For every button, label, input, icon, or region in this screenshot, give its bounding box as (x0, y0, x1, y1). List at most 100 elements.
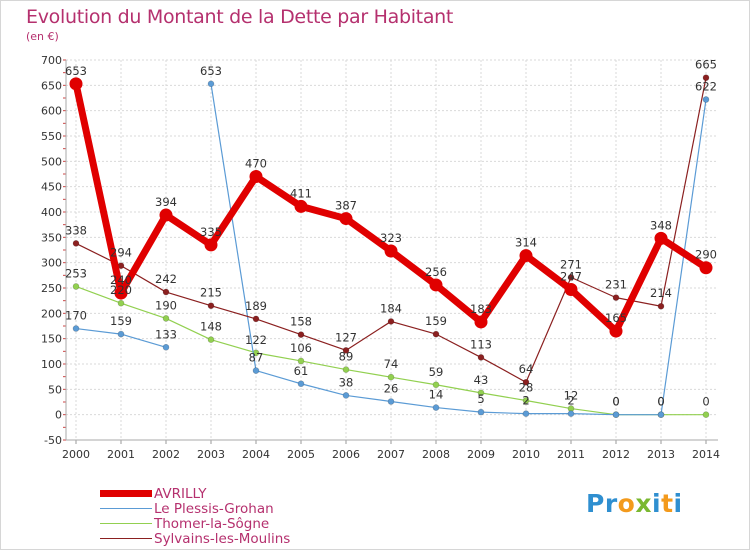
logo-letter: x (635, 489, 652, 518)
y-tick-label: 150 (41, 333, 62, 346)
data-label-thomer-la-s-gne: 190 (155, 298, 177, 312)
data-point-avrilly (114, 286, 128, 300)
data-point-avrilly (564, 283, 578, 297)
data-label-avrilly: 653 (65, 64, 87, 78)
y-tick-label: 0 (55, 409, 62, 422)
logo-letter: i (652, 489, 662, 518)
data-point-avrilly (384, 244, 398, 258)
data-label-thomer-la-s-gne: 0 (702, 395, 709, 409)
data-label-thomer-la-s-gne: 106 (290, 341, 312, 355)
data-label-sylvains-les-moulins: 113 (470, 337, 492, 351)
data-point-sylvains-les-moulins (657, 302, 665, 310)
data-point-thomer-la-s-gne (387, 373, 395, 381)
data-label-le-plessis-grohan: 26 (384, 381, 399, 395)
y-tick-label: 500 (41, 155, 62, 168)
data-point-sylvains-les-moulins (612, 294, 620, 301)
x-tick-label: 2013 (647, 448, 675, 461)
data-label-avrilly: 323 (380, 231, 402, 245)
y-tick-label: 300 (41, 257, 62, 270)
x-tick-label: 2003 (197, 448, 225, 461)
data-label-thomer-la-s-gne: 12 (564, 389, 579, 403)
legend-label-sylvains-les-moulins: Sylvains-les-Moulins (154, 531, 291, 547)
data-label-avrilly: 470 (245, 157, 267, 171)
data-point-avrilly (609, 324, 623, 338)
data-label-sylvains-les-moulins: 189 (245, 299, 267, 313)
data-label-avrilly: 411 (290, 186, 312, 200)
x-tick-label: 2006 (332, 448, 360, 461)
legend-label-thomer-la-sogne: Thomer-la-Sôgne (154, 516, 270, 532)
x-tick-label: 2014 (692, 448, 720, 461)
data-label-avrilly: 348 (650, 218, 672, 232)
data-point-thomer-la-s-gne (297, 357, 305, 365)
data-label-thomer-la-s-gne: 59 (429, 365, 444, 379)
data-point-sylvains-les-moulins (432, 330, 440, 338)
data-point-thomer-la-s-gne (207, 336, 215, 343)
data-point-thomer-la-s-gne (702, 411, 710, 418)
data-point-le-plessis-grohan (252, 367, 260, 374)
chart-subtitle: (en €) (26, 30, 59, 43)
data-point-avrilly (519, 249, 533, 263)
legend-swatch-avrilly (100, 490, 152, 497)
proxiti-logo: Proxiti (586, 489, 683, 518)
data-point-sylvains-les-moulins (72, 240, 80, 247)
data-point-thomer-la-s-gne (522, 397, 530, 404)
data-label-sylvains-les-moulins: 215 (200, 286, 222, 300)
data-label-le-plessis-grohan: 622 (695, 80, 717, 94)
data-label-le-plessis-grohan: 0 (612, 395, 619, 409)
data-label-avrilly: 165 (605, 311, 627, 325)
data-point-avrilly (699, 261, 713, 275)
data-label-le-plessis-grohan: 159 (110, 314, 132, 328)
data-label-le-plessis-grohan: 0 (657, 395, 664, 409)
data-point-le-plessis-grohan (342, 392, 350, 399)
data-label-thomer-la-s-gne: 220 (110, 283, 132, 297)
data-label-sylvains-les-moulins: 665 (695, 58, 717, 72)
y-tick-label: 550 (41, 130, 62, 143)
x-tick-label: 2002 (152, 448, 180, 461)
data-point-le-plessis-grohan (702, 96, 710, 103)
data-label-le-plessis-grohan: 87 (249, 351, 264, 365)
data-point-thomer-la-s-gne (477, 389, 485, 397)
data-label-avrilly: 394 (155, 195, 177, 209)
data-label-le-plessis-grohan: 14 (429, 388, 444, 402)
data-label-le-plessis-grohan: 5 (477, 392, 484, 406)
data-label-sylvains-les-moulins: 159 (425, 314, 447, 328)
y-tick-label: 450 (41, 181, 62, 194)
data-point-avrilly (69, 77, 83, 91)
data-label-le-plessis-grohan: 170 (65, 309, 87, 323)
data-point-avrilly (474, 315, 488, 329)
data-label-thomer-la-s-gne: 28 (519, 380, 534, 394)
legend-swatch-le-plessis-grohan (100, 508, 152, 509)
x-tick-label: 2005 (287, 448, 315, 461)
data-label-avrilly: 183 (470, 302, 492, 316)
y-tick-label: -50 (44, 434, 62, 447)
data-label-avrilly: 256 (425, 265, 447, 279)
x-tick-label: 2009 (467, 448, 495, 461)
legend-label-le-plessis-grohan: Le Plessis-Grohan (154, 501, 274, 517)
x-tick-label: 2008 (422, 448, 450, 461)
data-label-le-plessis-grohan: 38 (339, 375, 354, 389)
data-label-sylvains-les-moulins: 231 (605, 278, 627, 292)
data-label-le-plessis-grohan: 2 (522, 394, 529, 408)
data-point-sylvains-les-moulins (207, 302, 215, 310)
data-label-sylvains-les-moulins: 158 (290, 315, 312, 329)
chart-title: Evolution du Montant de la Dette par Hab… (26, 6, 454, 28)
data-point-thomer-la-s-gne (162, 315, 170, 322)
data-point-avrilly (339, 212, 353, 226)
logo-letter: r (604, 489, 618, 518)
data-label-thomer-la-s-gne: 89 (339, 350, 354, 364)
data-label-le-plessis-grohan: 133 (155, 327, 177, 341)
y-tick-label: 50 (48, 383, 62, 396)
data-point-sylvains-les-moulins (162, 288, 170, 296)
y-tick-label: 700 (41, 54, 62, 67)
data-point-thomer-la-s-gne (117, 299, 125, 307)
data-label-avrilly: 335 (200, 225, 222, 239)
data-point-sylvains-les-moulins (342, 347, 350, 354)
data-label-sylvains-les-moulins: 127 (335, 330, 357, 344)
data-label-thomer-la-s-gne: 0 (612, 395, 619, 409)
data-point-sylvains-les-moulins (702, 74, 710, 82)
data-point-thomer-la-s-gne (72, 283, 80, 290)
data-label-avrilly: 387 (335, 199, 357, 213)
data-label-sylvains-les-moulins: 294 (110, 246, 132, 260)
x-tick-label: 2010 (512, 448, 540, 461)
